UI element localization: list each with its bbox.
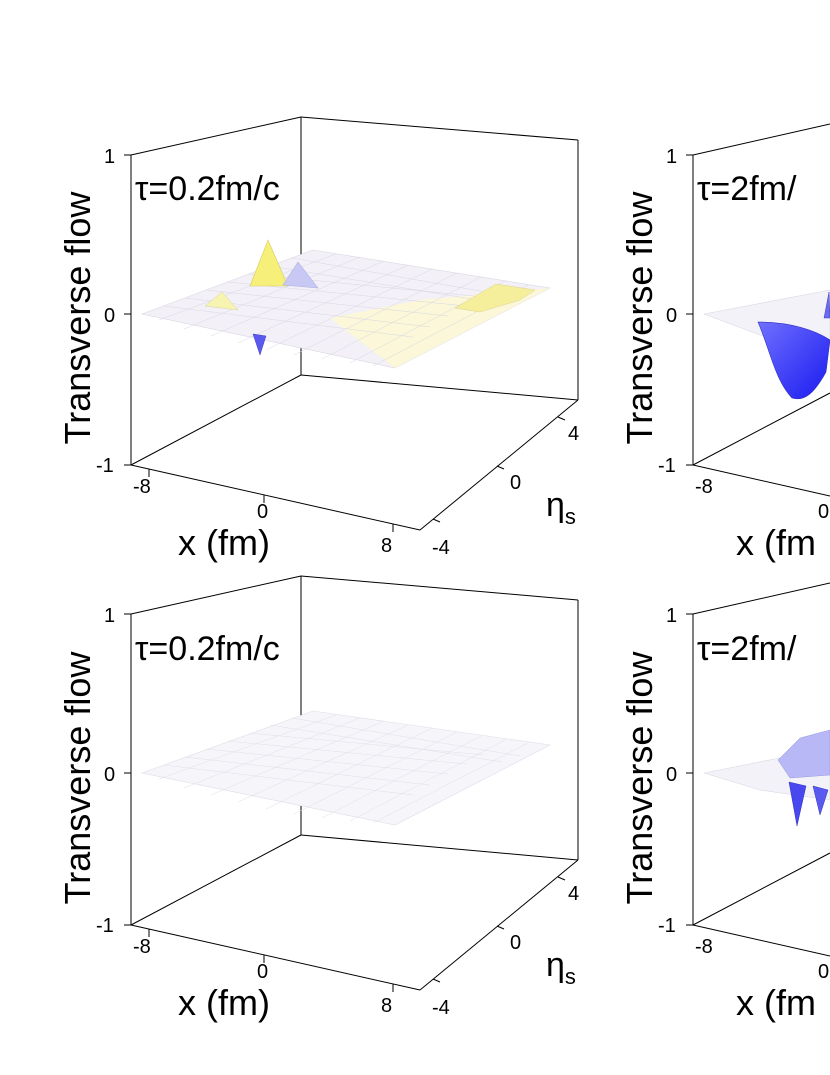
surface — [140, 239, 551, 369]
surface-peak-yellow — [249, 239, 289, 287]
z-tick-0: 0 — [104, 305, 115, 327]
x-tick-neg8: -8 — [695, 936, 713, 958]
z-axis-title: Transverse flow — [619, 651, 660, 905]
y-tick-neg4: -4 — [432, 997, 450, 1019]
x-tick-neg8: -8 — [695, 476, 713, 498]
surface-dip-blue — [757, 321, 830, 400]
z-tick-marks — [686, 613, 693, 926]
box-frame — [130, 575, 579, 991]
y-axis-title-symbol: η — [546, 486, 565, 524]
z-tick-1: 1 — [666, 146, 677, 168]
z-tick-marks — [124, 154, 131, 466]
surface-bump-blue — [282, 261, 319, 289]
z-tick-0: 0 — [666, 764, 677, 786]
tau-annotation: τ=2fm/ — [697, 630, 797, 668]
y-tick-0: 0 — [510, 472, 521, 494]
x-axis-title: x (fm — [736, 982, 816, 1023]
z-axis-title: Transverse flow — [619, 191, 660, 445]
surface-dip-blue-2 — [812, 785, 829, 816]
box-frame — [692, 123, 830, 497]
y-tick-4: 4 — [568, 883, 579, 905]
x-tick-neg8: -8 — [133, 476, 151, 498]
x-tick-8: 8 — [381, 995, 392, 1017]
z-tick-0: 0 — [666, 305, 677, 327]
y-tick-marks — [432, 416, 566, 523]
surface-bump-yellow — [204, 291, 239, 311]
z-tick-1: 1 — [104, 146, 115, 168]
box-frame — [692, 582, 830, 957]
tau-annotation: τ=2fm/ — [697, 170, 797, 208]
panel-top-left: τ=0.2fm/c Transverse flow 1 0 -1 -8 0 8 … — [57, 116, 579, 563]
y-axis-title: ηs — [546, 486, 576, 529]
surface-dip-blue — [252, 333, 267, 356]
x-tick-8: 8 — [381, 535, 392, 557]
y-tick-4: 4 — [568, 423, 579, 445]
z-axis-title: Transverse flow — [57, 191, 98, 445]
tau-annotation: τ=0.2fm/c — [135, 630, 280, 668]
y-axis-title-subscript: s — [565, 504, 576, 529]
surface — [702, 289, 830, 400]
x-axis-title: x (fm) — [178, 522, 270, 563]
x-tick-0: 0 — [818, 961, 829, 983]
z-tick-neg1: -1 — [96, 915, 114, 937]
y-tick-marks — [432, 876, 566, 983]
z-axis-title: Transverse flow — [57, 651, 98, 905]
surface-ridge-yellow — [454, 283, 536, 313]
z-tick-marks — [124, 613, 131, 926]
y-tick-0: 0 — [510, 932, 521, 954]
y-axis-title-subscript: s — [565, 964, 576, 989]
x-axis-title: x (fm — [736, 522, 816, 563]
x-tick-0: 0 — [257, 501, 268, 523]
tau-annotation: τ=0.2fm/c — [135, 170, 280, 208]
surface-dip-blue-1 — [788, 781, 807, 827]
surface-bump-blue — [777, 729, 830, 779]
surface-mesh — [158, 714, 529, 824]
x-tick-0: 0 — [818, 501, 829, 523]
z-tick-1: 1 — [666, 605, 677, 627]
x-axis-title: x (fm) — [178, 982, 270, 1023]
panel-bottom-right: τ=2fm/ Transverse flow 1 0 -1 -8 0 x (fm — [619, 582, 830, 1023]
z-tick-0: 0 — [104, 764, 115, 786]
z-tick-neg1: -1 — [96, 455, 114, 477]
x-tick-neg8: -8 — [133, 936, 151, 958]
z-tick-neg1: -1 — [658, 455, 676, 477]
z-tick-marks — [686, 154, 693, 466]
z-tick-1: 1 — [104, 605, 115, 627]
x-tick-marks — [148, 929, 394, 992]
surface — [140, 710, 551, 826]
panel-top-right: τ=2fm/ Transverse flow 1 0 -1 -8 0 x (fm — [619, 123, 830, 563]
box-frame — [130, 116, 579, 531]
y-axis-title-symbol: η — [546, 946, 565, 984]
x-tick-marks — [148, 469, 394, 532]
surface-sheet — [140, 710, 551, 826]
panel-bottom-left: τ=0.2fm/c Transverse flow 1 0 -1 -8 0 8 … — [57, 575, 579, 1023]
surface — [703, 729, 830, 827]
y-axis-title: ηs — [546, 946, 576, 989]
x-tick-0: 0 — [257, 961, 268, 983]
z-tick-neg1: -1 — [658, 915, 676, 937]
y-tick-neg4: -4 — [432, 537, 450, 559]
surface-yellow-region — [330, 288, 550, 368]
